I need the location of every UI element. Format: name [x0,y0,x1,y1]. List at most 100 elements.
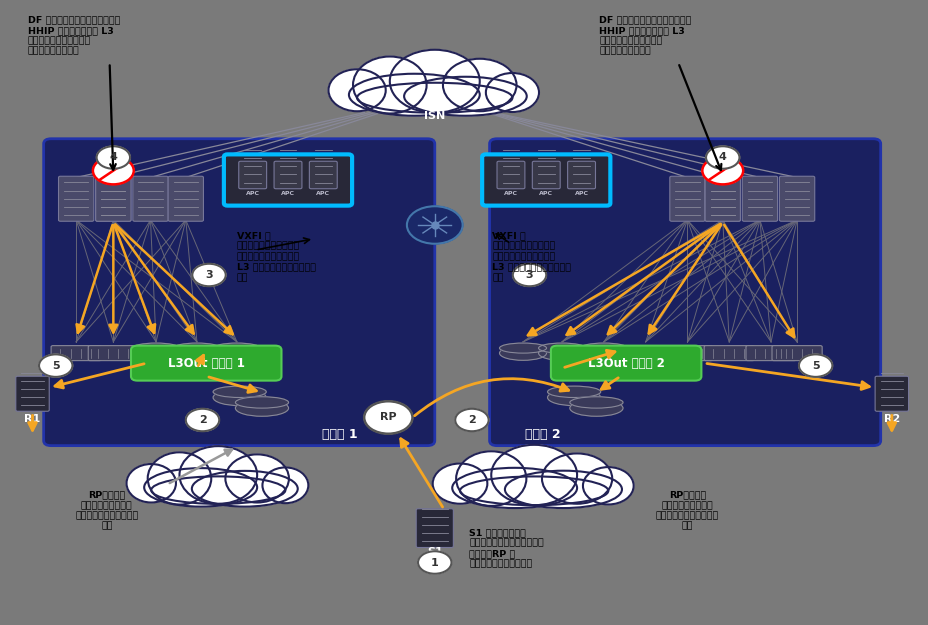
Ellipse shape [538,346,585,360]
FancyBboxPatch shape [489,139,880,446]
Ellipse shape [174,343,220,353]
Text: 5: 5 [811,361,818,371]
Ellipse shape [329,69,385,111]
Text: 2: 2 [199,415,206,425]
FancyBboxPatch shape [874,376,908,411]
Text: RP: RP [380,412,396,422]
Ellipse shape [504,471,622,508]
Ellipse shape [459,476,608,505]
Circle shape [97,146,130,169]
FancyBboxPatch shape [496,161,524,189]
FancyBboxPatch shape [416,509,453,548]
Ellipse shape [148,452,211,504]
FancyBboxPatch shape [771,346,821,361]
Ellipse shape [569,397,623,408]
Text: 4: 4 [110,152,117,162]
Ellipse shape [133,346,179,360]
Text: 3: 3 [205,270,213,280]
FancyBboxPatch shape [741,176,777,221]
Ellipse shape [235,397,289,408]
Circle shape [192,264,226,286]
Ellipse shape [213,386,266,398]
Ellipse shape [538,343,585,353]
Text: 5: 5 [52,361,59,371]
Ellipse shape [491,445,576,505]
Ellipse shape [547,389,600,406]
Circle shape [798,354,831,377]
Circle shape [418,551,451,574]
FancyBboxPatch shape [704,176,740,221]
FancyBboxPatch shape [620,346,670,361]
FancyBboxPatch shape [309,161,337,189]
Ellipse shape [541,454,612,504]
Text: サイト 2: サイト 2 [524,428,560,441]
Circle shape [406,206,462,244]
Ellipse shape [226,454,289,503]
FancyBboxPatch shape [44,139,434,446]
Text: DF スパインがリモートサイトに
HHIP トンネル接続で L3
マルチキャストフローを
転送することはない: DF スパインがリモートサイトに HHIP トンネル接続で L3 マルチキャスト… [28,16,120,56]
Text: 3: 3 [525,270,533,280]
Ellipse shape [499,343,546,353]
Circle shape [512,264,546,286]
Ellipse shape [390,50,479,112]
FancyBboxPatch shape [669,176,704,221]
Ellipse shape [580,343,626,353]
Text: DF スパインがリモートサイトに
HHIP トンネル接続で L3
マルチキャストフローを
転送することはない: DF スパインがリモートサイトに HHIP トンネル接続で L3 マルチキャスト… [599,16,690,56]
FancyBboxPatch shape [16,376,49,411]
FancyBboxPatch shape [131,346,281,381]
Text: 1: 1 [431,558,438,568]
Ellipse shape [432,464,487,504]
FancyBboxPatch shape [550,346,701,381]
FancyBboxPatch shape [779,176,814,221]
Ellipse shape [213,389,266,406]
FancyBboxPatch shape [662,346,712,361]
Ellipse shape [356,82,512,112]
Text: サイト 1: サイト 1 [322,428,357,441]
Circle shape [702,157,742,184]
FancyBboxPatch shape [703,346,754,361]
Text: L3Out サイト 1: L3Out サイト 1 [168,357,244,369]
FancyBboxPatch shape [88,346,138,361]
Text: S1: S1 [427,547,442,557]
FancyBboxPatch shape [58,176,94,221]
Ellipse shape [485,73,538,112]
FancyBboxPatch shape [274,161,302,189]
Ellipse shape [353,56,426,114]
Ellipse shape [179,446,257,504]
Ellipse shape [583,467,633,504]
Ellipse shape [349,74,479,116]
Circle shape [39,354,72,377]
Text: RPへの共有
ツリーを構築した全
ノードにトラフィックを
転送: RPへの共有 ツリーを構築した全 ノードにトラフィックを 転送 [655,491,718,531]
Ellipse shape [151,476,285,504]
Text: APC: APC [538,191,553,196]
Circle shape [705,146,739,169]
Circle shape [93,157,134,184]
FancyBboxPatch shape [168,176,203,221]
FancyBboxPatch shape [532,161,560,189]
FancyBboxPatch shape [96,176,131,221]
Circle shape [364,401,412,434]
FancyBboxPatch shape [745,346,795,361]
Text: RPへの共有
ツリーを構築した全
ノードにトラフィックを
転送: RPへの共有 ツリーを構築した全 ノードにトラフィックを 転送 [75,491,138,531]
FancyBboxPatch shape [224,154,352,206]
Text: APC: APC [574,191,588,196]
Text: R2: R2 [883,414,899,424]
Text: APC: APC [316,191,330,196]
FancyBboxPatch shape [567,161,595,189]
Ellipse shape [133,343,179,353]
Text: APC: APC [245,191,260,196]
Circle shape [186,409,219,431]
Ellipse shape [404,77,526,116]
Ellipse shape [443,59,516,111]
Ellipse shape [213,346,260,360]
Text: ISN: ISN [424,111,445,121]
Text: R1: R1 [24,414,41,424]
FancyBboxPatch shape [96,176,131,221]
Text: APC: APC [503,191,518,196]
Ellipse shape [569,400,623,416]
FancyBboxPatch shape [133,176,168,221]
Ellipse shape [144,468,257,507]
Circle shape [455,409,488,431]
FancyBboxPatch shape [51,346,101,361]
FancyBboxPatch shape [482,154,610,206]
